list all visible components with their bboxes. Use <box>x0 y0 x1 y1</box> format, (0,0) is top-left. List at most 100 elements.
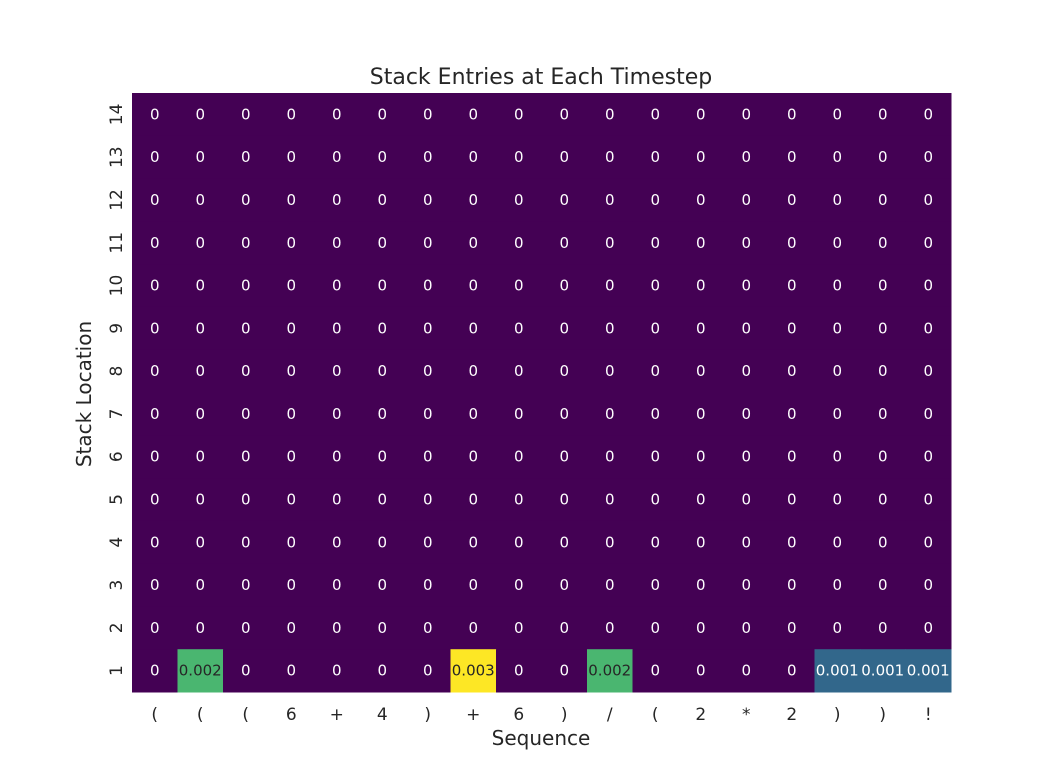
heatmap-cell <box>496 606 542 650</box>
heatmap-cell <box>587 392 633 436</box>
cell-value-label: 0 <box>241 362 251 380</box>
cell-value-label: 0 <box>878 319 888 337</box>
cell-value-label: 0 <box>514 576 524 594</box>
y-tick-label: 5 <box>107 494 127 505</box>
cell-value-label: 0 <box>195 448 205 466</box>
heatmap-cell <box>723 478 770 522</box>
cell-value-label: 0 <box>923 490 933 508</box>
heatmap-cell <box>314 606 360 650</box>
cell-value-label: 0 <box>195 533 205 551</box>
heatmap-cell <box>450 478 497 522</box>
heatmap-cell <box>450 606 497 650</box>
cell-value-label: 0 <box>468 319 478 337</box>
heatmap-cell <box>359 135 406 180</box>
cell-value-label: 0 <box>923 148 933 166</box>
heatmap-cell <box>177 178 224 222</box>
cell-value-label: 0 <box>377 277 387 295</box>
heatmap-cell <box>177 392 224 436</box>
cell-value-label: 0 <box>332 319 342 337</box>
cell-value-label: 0 <box>832 148 842 166</box>
heatmap-cell <box>678 93 724 137</box>
cell-value-label: 0 <box>150 405 160 423</box>
cell-value-label: 0 <box>696 191 706 209</box>
cell-value-label: 0 <box>696 533 706 551</box>
cell-value-label: 0 <box>878 277 888 295</box>
cell-value-label: 0 <box>468 277 478 295</box>
cell-value-label: 0 <box>696 619 706 637</box>
cell-value-label: 0.001 <box>861 662 904 680</box>
heatmap-cell <box>587 606 633 650</box>
heatmap-cell <box>496 306 542 351</box>
cell-value-label: 0 <box>423 277 433 295</box>
cell-value-label: 0 <box>423 619 433 637</box>
heatmap-cell <box>723 435 770 479</box>
cell-value-label: 0 <box>150 662 160 680</box>
y-tick-label: 11 <box>107 232 127 254</box>
cell-value-label: 0 <box>377 448 387 466</box>
heatmap-cell <box>359 264 406 308</box>
heatmap-cell <box>678 520 724 565</box>
cell-value-label: 0 <box>559 362 569 380</box>
cell-value-label: 0 <box>241 148 251 166</box>
cell-value-label: 0.001 <box>907 662 950 680</box>
cell-value-label: 0 <box>241 105 251 123</box>
cell-value-label: 0 <box>286 277 296 295</box>
heatmap-cell <box>132 563 178 607</box>
cell-value-label: 0 <box>514 362 524 380</box>
cell-value-label: 0 <box>195 148 205 166</box>
heatmap-cell <box>860 349 906 393</box>
heatmap-cell <box>132 435 178 479</box>
heatmap-cell <box>541 178 588 222</box>
cell-value-label: 0 <box>923 319 933 337</box>
heatmap-cell <box>632 563 679 607</box>
cell-value-label: 0 <box>377 576 387 594</box>
y-tick-label: 6 <box>107 451 127 462</box>
heatmap-cell <box>268 93 315 137</box>
heatmap-cell <box>541 520 588 565</box>
heatmap-cell <box>678 221 724 265</box>
y-tick-label: 4 <box>107 537 127 548</box>
cell-value-label: 0 <box>286 405 296 423</box>
cell-value-label: 0 <box>878 362 888 380</box>
cell-value-label: 0 <box>650 234 660 252</box>
cell-value-label: 0 <box>514 319 524 337</box>
heatmap-cell <box>177 478 224 522</box>
cell-value-label: 0 <box>241 405 251 423</box>
heatmap-cell <box>769 178 815 222</box>
cell-value-label: 0 <box>650 619 660 637</box>
cell-value-label: 0 <box>468 191 478 209</box>
heatmap-cells: 0 0 0 0 0 0 0 0 0 0 0 0 0 0 0 0 0 0 0 0 0 0 0 0 0 0 0 0 0 0 0 0 0 0 0 0 0 0 0 0… <box>132 93 952 693</box>
heatmap-cell <box>359 349 406 393</box>
heatmap-cell <box>860 264 906 308</box>
heatmap-cell <box>268 349 315 393</box>
cell-value-label: 0 <box>195 619 205 637</box>
heatmap-cell <box>632 349 679 393</box>
x-tick-label: * <box>742 705 751 725</box>
cell-value-label: 0 <box>741 362 751 380</box>
heatmap-cell <box>268 478 315 522</box>
cell-value-label: 0 <box>741 234 751 252</box>
cell-value-label: 0 <box>741 405 751 423</box>
heatmap-cell <box>496 563 542 607</box>
cell-value-label: 0 <box>878 533 888 551</box>
heatmap-cell <box>132 135 178 180</box>
heatmap-cell <box>314 178 360 222</box>
heatmap-cell <box>541 478 588 522</box>
cell-value-label: 0.002 <box>588 662 631 680</box>
cell-value-label: 0 <box>423 405 433 423</box>
heatmap-cell <box>769 306 815 351</box>
cell-value-label: 0 <box>468 619 478 637</box>
cell-value-label: 0 <box>696 662 706 680</box>
cell-value-label: 0 <box>605 105 615 123</box>
heatmap-cell <box>814 649 861 693</box>
heatmap-cell <box>632 93 679 137</box>
y-axis-label: Stack Location <box>72 321 96 467</box>
heatmap-cell <box>814 435 861 479</box>
cell-value-label: 0 <box>150 490 160 508</box>
cell-value-label: 0 <box>332 362 342 380</box>
cell-value-label: 0 <box>241 277 251 295</box>
cell-value-label: 0 <box>150 148 160 166</box>
heatmap-cell <box>723 649 770 693</box>
y-tick-label: 8 <box>107 366 127 377</box>
cell-value-label: 0 <box>195 405 205 423</box>
